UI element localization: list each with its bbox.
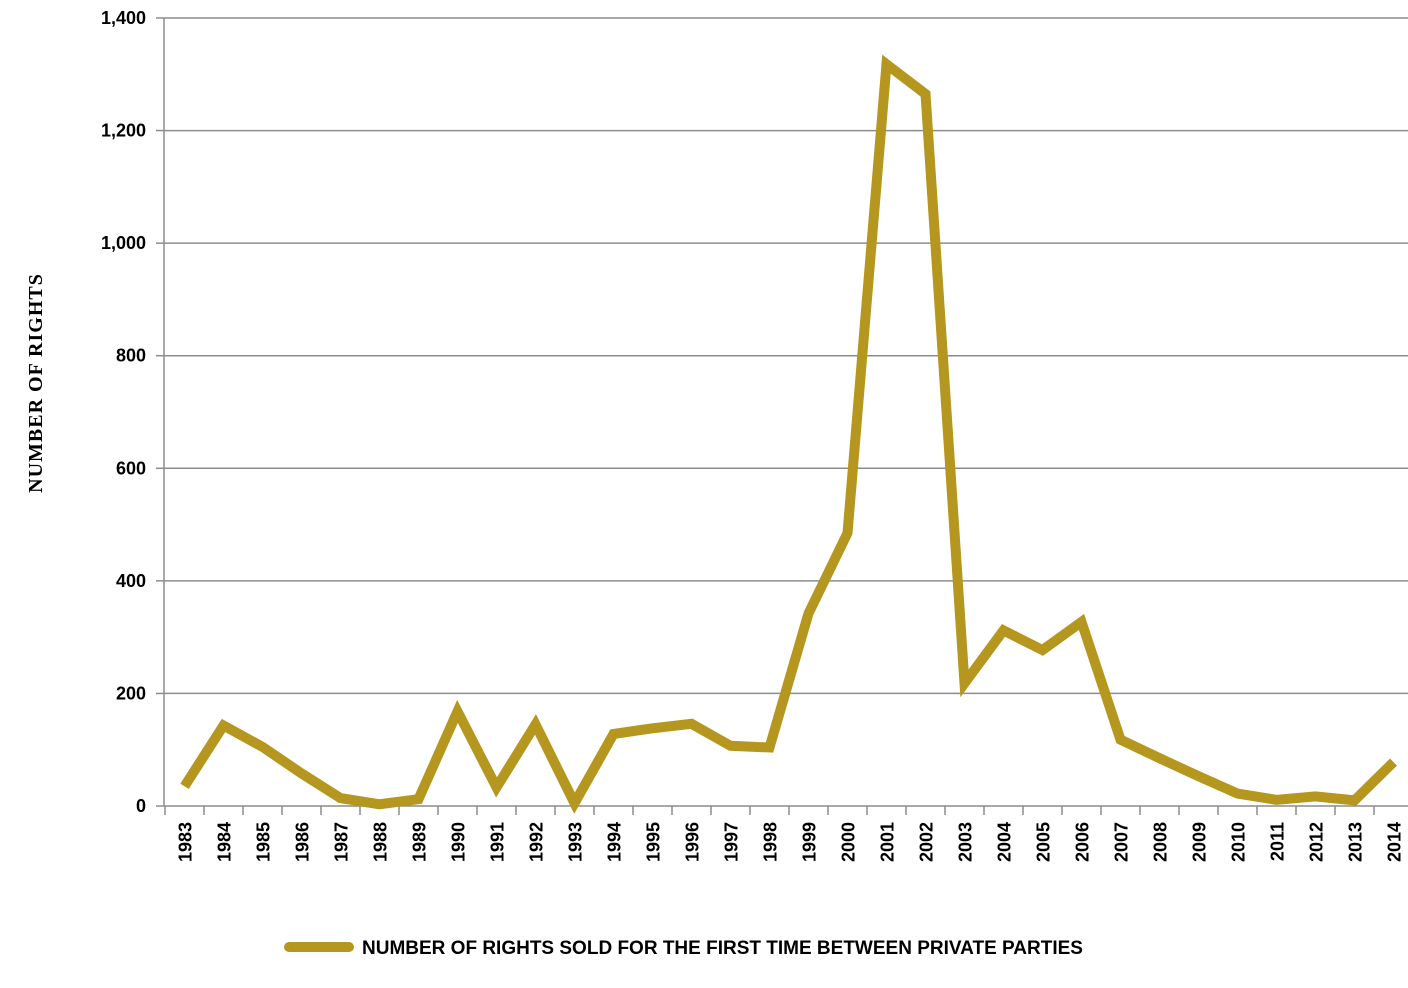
x-tick-label: 1984: [215, 822, 235, 862]
x-tick-label: 2002: [917, 822, 937, 862]
y-tick-label: 1,400: [101, 8, 146, 28]
y-tick-label: 0: [136, 796, 146, 816]
x-tick-label: 1992: [527, 822, 547, 862]
y-tick-label: 400: [116, 571, 146, 591]
x-tick-label: 1989: [410, 822, 430, 862]
x-tick-label: 2003: [956, 822, 976, 862]
x-tick-label: 2007: [1112, 822, 1132, 862]
x-tick-label: 2001: [878, 822, 898, 862]
x-tick-label: 2004: [995, 822, 1015, 862]
y-tick-label: 1,000: [101, 233, 146, 253]
x-tick-label: 1983: [176, 822, 196, 862]
legend-label: NUMBER OF RIGHTS SOLD FOR THE FIRST TIME…: [362, 938, 1083, 959]
y-tick-label: 200: [116, 683, 146, 703]
x-tick-label: 1997: [722, 822, 742, 862]
x-tick-label: 2014: [1385, 822, 1405, 862]
y-tick-label: 600: [116, 458, 146, 478]
x-tick-label: 1999: [800, 822, 820, 862]
x-tick-label: 1990: [449, 822, 469, 862]
x-tick-label: 1994: [605, 822, 625, 862]
x-tick-label: 1988: [371, 822, 391, 862]
x-tick-label: 2009: [1190, 822, 1210, 862]
series-group: [180, 54, 1398, 814]
x-tick-label: 1998: [761, 822, 781, 862]
x-tick-label: 1986: [293, 822, 313, 862]
x-tick-label: 2013: [1346, 822, 1366, 862]
x-tick-label: 2006: [1073, 822, 1093, 862]
x-tick-label: 1995: [644, 822, 664, 862]
series-line: [180, 54, 1398, 814]
x-tick-label: 2010: [1229, 822, 1249, 862]
x-tick-label: 1991: [488, 822, 508, 862]
x-tick-label: 1985: [254, 822, 274, 862]
legend: NUMBER OF RIGHTS SOLD FOR THE FIRST TIME…: [284, 938, 1083, 959]
y-axis-label: NUMBER OF RIGHTS: [25, 273, 47, 493]
y-tick-labels: 0 200 400 600 800 1,000 1,200 1,400: [101, 8, 146, 816]
gridlines: [164, 17, 1408, 695]
x-tick-label: 1993: [566, 822, 586, 862]
x-tick-label: 2011: [1268, 822, 1288, 861]
x-tick-labels: 1983 1984 1985 1986 1987 1988 1989 1990 1991 1992…: [176, 822, 1405, 862]
y-tick-label: 800: [116, 346, 146, 366]
x-tick-label: 2008: [1151, 822, 1171, 862]
x-tick-label: 2000: [839, 822, 859, 862]
x-tick-label: 1996: [683, 822, 703, 862]
x-tick-label: 1987: [332, 822, 352, 862]
x-tick-label: 2012: [1307, 822, 1327, 862]
y-tick-label: 1,200: [101, 121, 146, 141]
x-tick-label: 2005: [1034, 822, 1054, 862]
